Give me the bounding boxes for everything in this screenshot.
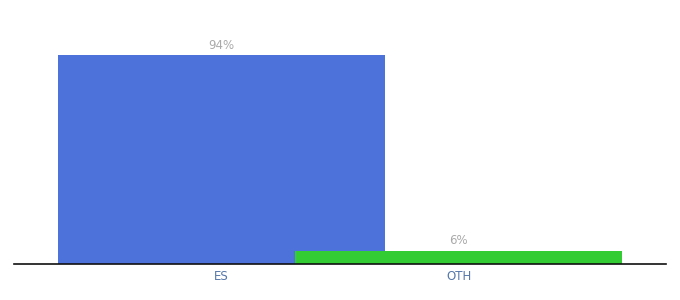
Text: 6%: 6% — [449, 234, 468, 247]
Bar — [58, 55, 384, 264]
Bar — [296, 251, 622, 264]
Text: 94%: 94% — [208, 39, 235, 52]
